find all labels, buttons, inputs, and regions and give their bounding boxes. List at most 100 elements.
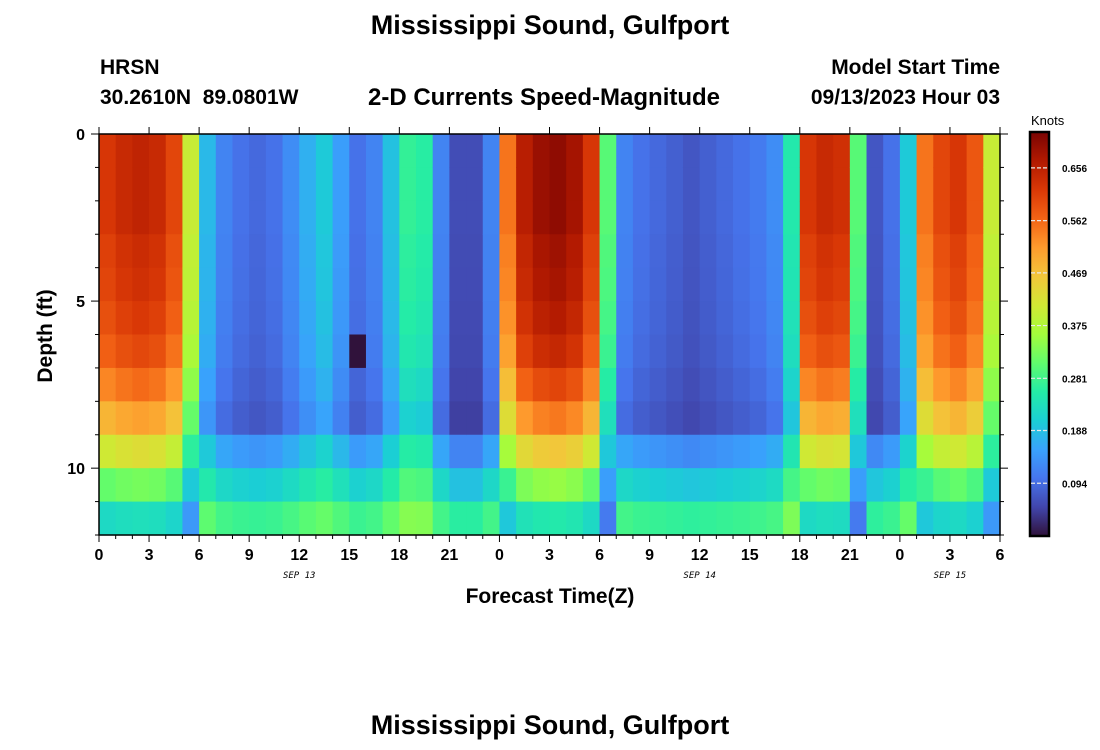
heatmap-cell xyxy=(282,334,300,369)
heatmap-cell xyxy=(766,434,784,469)
heatmap-cell xyxy=(165,468,184,503)
heatmap-cell xyxy=(249,468,267,503)
heatmap-cell xyxy=(315,434,334,469)
heatmap-cell xyxy=(733,434,751,469)
heatmap-cell xyxy=(399,434,417,469)
heatmap-cell xyxy=(983,501,1001,536)
heatmap-cell xyxy=(799,468,818,503)
heatmap-cell xyxy=(449,334,467,369)
heatmap-cell xyxy=(833,200,851,235)
heatmap-cell xyxy=(115,334,133,369)
heatmap-cell xyxy=(816,434,834,469)
heatmap-cell xyxy=(733,234,751,269)
heatmap-cell xyxy=(299,234,317,269)
heatmap-cell xyxy=(265,301,284,336)
heatmap-cell xyxy=(916,401,934,436)
heatmap-cell xyxy=(949,267,968,302)
heatmap-cell xyxy=(582,401,601,436)
heatmap-cell xyxy=(566,234,584,269)
heatmap-cell xyxy=(766,167,784,202)
heatmap-cell xyxy=(182,401,200,436)
x-tick-label: 21 xyxy=(841,547,859,564)
heatmap-cell xyxy=(332,200,350,235)
heatmap-cell xyxy=(949,468,968,503)
heatmap-cell xyxy=(399,267,417,302)
heatmap-cell xyxy=(232,200,250,235)
heatmap-cell xyxy=(349,401,367,436)
heatmap-cell xyxy=(632,401,651,436)
heatmap-cell xyxy=(699,134,717,169)
heatmap-cell xyxy=(282,401,300,436)
heatmap-cell xyxy=(616,267,634,302)
heatmap-cell xyxy=(632,367,651,402)
colorbar xyxy=(1028,130,1051,538)
heatmap-cell xyxy=(549,267,567,302)
heatmap-cell xyxy=(749,167,768,202)
heatmap-cell xyxy=(432,167,450,202)
heatmap-cell xyxy=(883,167,901,202)
heatmap-cell xyxy=(499,367,517,402)
heatmap-cell xyxy=(849,167,868,202)
heatmap-cell xyxy=(733,200,751,235)
heatmap-cell xyxy=(249,334,267,369)
heatmap-cell xyxy=(449,167,467,202)
x-tick-label: 3 xyxy=(945,547,954,564)
heatmap-cell xyxy=(632,468,651,503)
heatmap-cell xyxy=(716,134,734,169)
heatmap-cell xyxy=(532,501,551,536)
heatmap-cell xyxy=(349,301,367,336)
heatmap-cell xyxy=(899,234,918,269)
heatmap-cell xyxy=(916,200,934,235)
heatmap-cell xyxy=(616,401,634,436)
heatmap-cell xyxy=(332,367,350,402)
heatmap-cell xyxy=(432,468,450,503)
heatmap-cell xyxy=(549,468,567,503)
heatmap-cell xyxy=(365,334,384,369)
heatmap-cell xyxy=(983,234,1001,269)
heatmap-cell xyxy=(582,367,601,402)
heatmap-cell xyxy=(332,501,350,536)
heatmap-cell xyxy=(449,468,467,503)
heatmap-cell xyxy=(566,200,584,235)
heatmap-cell xyxy=(265,334,284,369)
heatmap-cell xyxy=(599,434,617,469)
heatmap-cell xyxy=(382,401,400,436)
heatmap-cell xyxy=(199,200,217,235)
heatmap-cell xyxy=(516,301,534,336)
colorbar-unit: Knots xyxy=(1031,113,1065,128)
heatmap-cell xyxy=(816,200,834,235)
heatmap-cell xyxy=(466,334,484,369)
heatmap-cell xyxy=(883,267,901,302)
heatmap-cell xyxy=(783,134,801,169)
heatmap-cell xyxy=(516,468,534,503)
heatmap-cell xyxy=(866,501,884,536)
heatmap-cell xyxy=(949,134,968,169)
heatmap-cell xyxy=(866,134,884,169)
heatmap-cell xyxy=(332,234,350,269)
heatmap-cell xyxy=(299,167,317,202)
heatmap-cell xyxy=(849,468,868,503)
chart-subtitle: 2-D Currents Speed-Magnitude xyxy=(368,84,721,111)
heatmap-cell xyxy=(933,267,951,302)
heatmap-cell xyxy=(265,234,284,269)
colorbar-tick-label: 0.656 xyxy=(1062,164,1087,175)
x-tick-label: 0 xyxy=(495,547,504,564)
heatmap-cell xyxy=(682,134,701,169)
heatmap-cell xyxy=(349,167,367,202)
heatmap-cell xyxy=(766,301,784,336)
heatmap-cell xyxy=(532,301,551,336)
heatmap-cell xyxy=(682,267,701,302)
heatmap-cell xyxy=(682,200,701,235)
heatmap-cell xyxy=(382,468,400,503)
heatmap-cell xyxy=(866,468,884,503)
heatmap-cell xyxy=(899,334,918,369)
heatmap-cell xyxy=(232,267,250,302)
heatmap-cell xyxy=(182,434,200,469)
heatmap-cell xyxy=(399,200,417,235)
heatmap-cell xyxy=(199,468,217,503)
station-id: HRSN xyxy=(100,56,160,79)
heatmap-cell xyxy=(315,367,334,402)
heatmap-cell xyxy=(532,334,551,369)
heatmap-cell xyxy=(699,301,717,336)
heatmap-cell xyxy=(783,501,801,536)
